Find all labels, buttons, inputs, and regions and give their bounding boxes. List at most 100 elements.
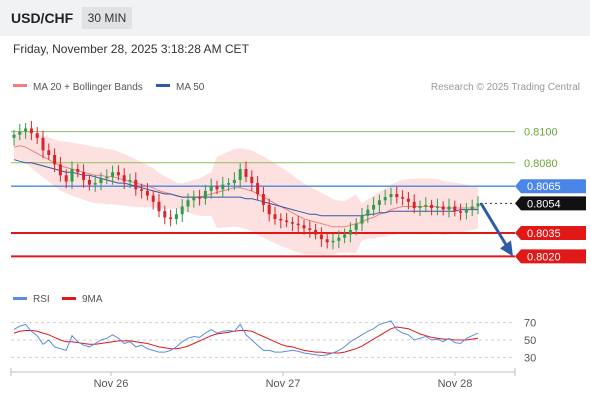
- candle-body: [157, 201, 161, 212]
- candle-body: [261, 194, 265, 205]
- candle-body: [314, 229, 318, 235]
- level-tag-3: [515, 196, 586, 211]
- candle-body: [441, 206, 445, 210]
- candle-body: [192, 197, 196, 201]
- candle-body: [256, 183, 260, 194]
- candle: [180, 199, 184, 223]
- candle: [348, 222, 352, 243]
- candle: [203, 184, 207, 205]
- candle-body: [244, 169, 248, 177]
- rsi-ma-line: [13, 326, 479, 354]
- candle-body: [372, 204, 376, 210]
- candle-body: [122, 175, 126, 182]
- candle: [93, 175, 97, 192]
- candle: [406, 192, 410, 210]
- rsi-line: [13, 320, 479, 357]
- candle-body: [111, 172, 115, 177]
- candle-body: [186, 200, 190, 207]
- x-tick-label: Nov 26: [94, 378, 129, 390]
- candle: [476, 196, 480, 215]
- candle: [18, 123, 22, 141]
- candle-body: [302, 225, 306, 229]
- level-label-3: 0.8054: [527, 198, 561, 210]
- candle-body: [87, 179, 91, 185]
- ma50-line: [13, 159, 478, 217]
- level-lines: [11, 131, 515, 258]
- candle: [285, 212, 289, 228]
- candle: [430, 199, 434, 216]
- candle: [122, 168, 126, 190]
- candle-body: [105, 176, 109, 179]
- rsi-ma-legend-swatch: [62, 297, 76, 300]
- candle-body: [12, 134, 16, 138]
- candle: [174, 208, 178, 225]
- candle-body: [145, 190, 149, 196]
- candle-body: [82, 172, 86, 180]
- candle: [302, 219, 306, 235]
- candle: [47, 143, 51, 160]
- candle: [87, 174, 91, 191]
- candle: [111, 165, 115, 185]
- candle: [470, 199, 474, 217]
- candle-body: [331, 240, 335, 243]
- candle: [157, 194, 161, 218]
- candle-body: [285, 220, 289, 223]
- candle-body: [395, 194, 399, 198]
- candle: [145, 183, 149, 201]
- x-tick-label: Nov 27: [266, 378, 301, 390]
- forecast-arrow: [479, 202, 513, 257]
- candle: [279, 213, 283, 229]
- candle: [41, 130, 45, 159]
- candle: [354, 218, 358, 236]
- candle: [64, 169, 68, 189]
- candle-body: [273, 214, 277, 219]
- candle: [325, 232, 329, 249]
- candle-body: [238, 169, 242, 180]
- ma50-legend-label: MA 50: [176, 82, 205, 93]
- candle-body: [232, 179, 236, 184]
- candle-body: [430, 204, 434, 209]
- candle: [198, 189, 202, 206]
- candle-body: [76, 169, 80, 173]
- candle: [169, 209, 173, 227]
- level-label-1: 0.8080: [524, 158, 558, 170]
- symbol-title: USD/CHF: [11, 10, 74, 26]
- candle-body: [296, 223, 300, 226]
- candle-body: [279, 218, 283, 221]
- candle-body: [337, 237, 341, 241]
- candle: [267, 198, 271, 222]
- candle-body: [447, 206, 451, 210]
- candle-body: [435, 206, 439, 209]
- candle-body: [41, 137, 45, 151]
- candle-body: [348, 229, 352, 235]
- candle: [314, 223, 318, 240]
- candle-body: [343, 234, 347, 238]
- candle: [76, 163, 80, 178]
- candle: [209, 178, 213, 199]
- candle-body: [354, 223, 358, 230]
- candle-body: [180, 206, 184, 215]
- rsi-tick-label: 30: [524, 352, 536, 364]
- candle-body: [464, 209, 468, 213]
- ma20-legend-swatch: [13, 84, 27, 87]
- candle: [441, 201, 445, 216]
- candle: [261, 186, 265, 213]
- candle-body: [325, 239, 329, 243]
- candle: [319, 227, 323, 247]
- candle-body: [18, 131, 22, 135]
- candle: [453, 200, 457, 217]
- candle-body: [174, 214, 178, 219]
- candle-body: [453, 206, 457, 212]
- candle-body: [209, 186, 213, 191]
- candle-body: [250, 176, 254, 184]
- candle-body: [64, 175, 68, 182]
- candle: [116, 165, 120, 181]
- timeframe-badge[interactable]: 30 MIN: [82, 7, 132, 29]
- candle: [221, 176, 225, 197]
- level-tag-5: [515, 249, 586, 264]
- candle: [58, 156, 62, 182]
- rsi-ma-legend-label: 9MA: [82, 294, 103, 305]
- candle: [337, 230, 341, 249]
